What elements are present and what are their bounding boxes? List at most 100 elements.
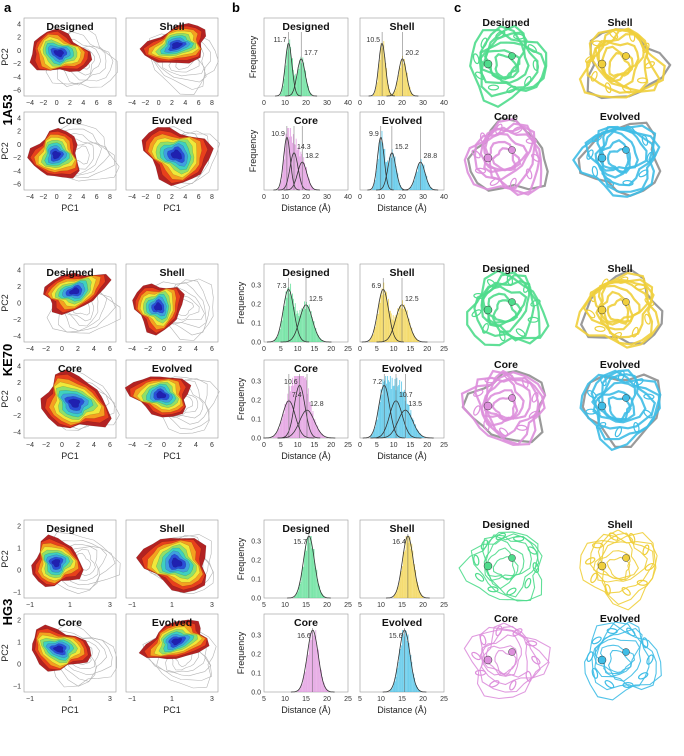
histogram-bar [404, 307, 406, 342]
pca-density-level [171, 557, 183, 568]
protein-backbone-trace [483, 132, 529, 174]
helix-coil [495, 30, 506, 39]
gaussian-fit-line [367, 136, 394, 191]
structure-title-designed: Designed [482, 263, 529, 275]
histogram-ytick-label: 0.2 [251, 301, 261, 308]
helix-coil [614, 426, 623, 438]
histogram-bar [324, 436, 326, 438]
helix-coil [631, 326, 639, 338]
pca-xtick-label: 1 [68, 696, 72, 703]
histogram-bar [295, 77, 297, 96]
histogram-xtick-label: 20 [327, 442, 335, 449]
histogram-bar [316, 332, 318, 342]
histogram-bar [306, 78, 307, 96]
helix-coil [591, 667, 599, 679]
histogram-bar [285, 133, 287, 190]
histogram-bar [299, 689, 301, 692]
histogram-bar [284, 67, 286, 96]
histogram-bar [278, 428, 280, 438]
histogram-bar [300, 151, 302, 190]
pca-xtick-label: 2 [178, 346, 182, 353]
histogram-bar [401, 308, 403, 342]
pca-xtick-label: 0 [55, 194, 59, 201]
histogram-bar [388, 381, 390, 438]
helix-coil [495, 532, 506, 541]
histogram-bar [315, 421, 317, 438]
histogram-title-shell: Shell [389, 267, 414, 279]
helix-coil [622, 179, 634, 187]
histogram-bar [395, 315, 397, 342]
peak-value-label: 16.4 [392, 539, 406, 546]
histogram-bar [317, 579, 319, 598]
helix-coil [641, 134, 649, 146]
pca-xtick-label: 4 [81, 194, 85, 201]
protein-backbone-trace [480, 622, 541, 686]
histogram-bar [287, 287, 289, 342]
histogram-xtick-label: 5 [262, 602, 266, 609]
histogram-bar [405, 394, 407, 438]
histogram-xtick-label: 15 [311, 346, 319, 353]
histogram-bar [283, 306, 285, 342]
histogram-bar [303, 566, 305, 598]
pca-density-level [53, 49, 64, 58]
pca-density-level [171, 42, 183, 49]
histogram-bar [312, 321, 314, 342]
histogram-bar [415, 424, 417, 438]
histogram-core: 10.6 7.4 12.8 Core [263, 359, 349, 439]
peak-value-label: 7.4 [292, 392, 302, 399]
histogram-bar [292, 69, 294, 96]
histogram-bar [406, 310, 408, 342]
histogram-xtick-label: 0 [358, 100, 362, 107]
pca-xlabel: PC1 [163, 705, 181, 715]
histogram-bar [395, 593, 397, 598]
histogram-bar [302, 161, 304, 190]
helix-coil [585, 557, 596, 565]
active-site-sphere [483, 561, 493, 571]
protein-backbone-trace [579, 531, 657, 611]
histogram-bar [403, 59, 405, 96]
histogram-bar [282, 412, 284, 438]
histogram-bar [381, 288, 383, 342]
histogram-bar [279, 183, 281, 190]
pca-xtick-label: 0 [157, 194, 161, 201]
histogram-bar [311, 413, 313, 438]
histogram-xtick-label: 25 [344, 696, 352, 703]
helix-coil [608, 30, 619, 39]
pca-xlabel: PC1 [61, 203, 79, 213]
protein-backbone-trace [599, 644, 636, 675]
pca-xtick-label: −4 [26, 194, 34, 201]
histogram-xtick-label: 25 [440, 346, 448, 353]
protein-backbone-trace [483, 140, 522, 172]
histogram-bar [320, 433, 322, 438]
histogram-bar [294, 144, 296, 190]
histogram-xtick-label: 20 [419, 696, 427, 703]
histogram-bar [393, 682, 395, 692]
histogram-bar [290, 47, 292, 96]
histogram-bar [369, 339, 371, 342]
histogram-bar [304, 70, 306, 96]
histogram-bar [295, 138, 297, 190]
pca-xtick-label: 4 [81, 100, 85, 107]
structure-title-shell: Shell [607, 263, 632, 275]
helix-coil [525, 138, 537, 145]
histogram-bar [323, 435, 325, 438]
pca-xtick-label: 0 [157, 100, 161, 107]
histogram-ytick-label: 0.0 [251, 596, 261, 603]
peak-value-label: 15.7 [293, 539, 307, 546]
active-site-sphere [597, 305, 607, 315]
panel-label-a: a [4, 0, 12, 15]
histogram-bar [375, 85, 377, 96]
histogram-bar [383, 282, 385, 342]
histogram-xtick-label: 20 [423, 346, 431, 353]
histogram-bar [306, 167, 307, 190]
histogram-bar [278, 188, 279, 190]
histogram-bar [374, 93, 375, 96]
pca-title-shell: Shell [159, 21, 184, 33]
histogram-bar [411, 327, 413, 342]
histogram-bar [306, 393, 308, 438]
histogram-bar [395, 166, 397, 190]
histogram-bar [407, 404, 409, 438]
histogram-xtick-label: 40 [344, 194, 352, 201]
helix-coil [622, 681, 634, 688]
histogram-bar [389, 310, 391, 342]
